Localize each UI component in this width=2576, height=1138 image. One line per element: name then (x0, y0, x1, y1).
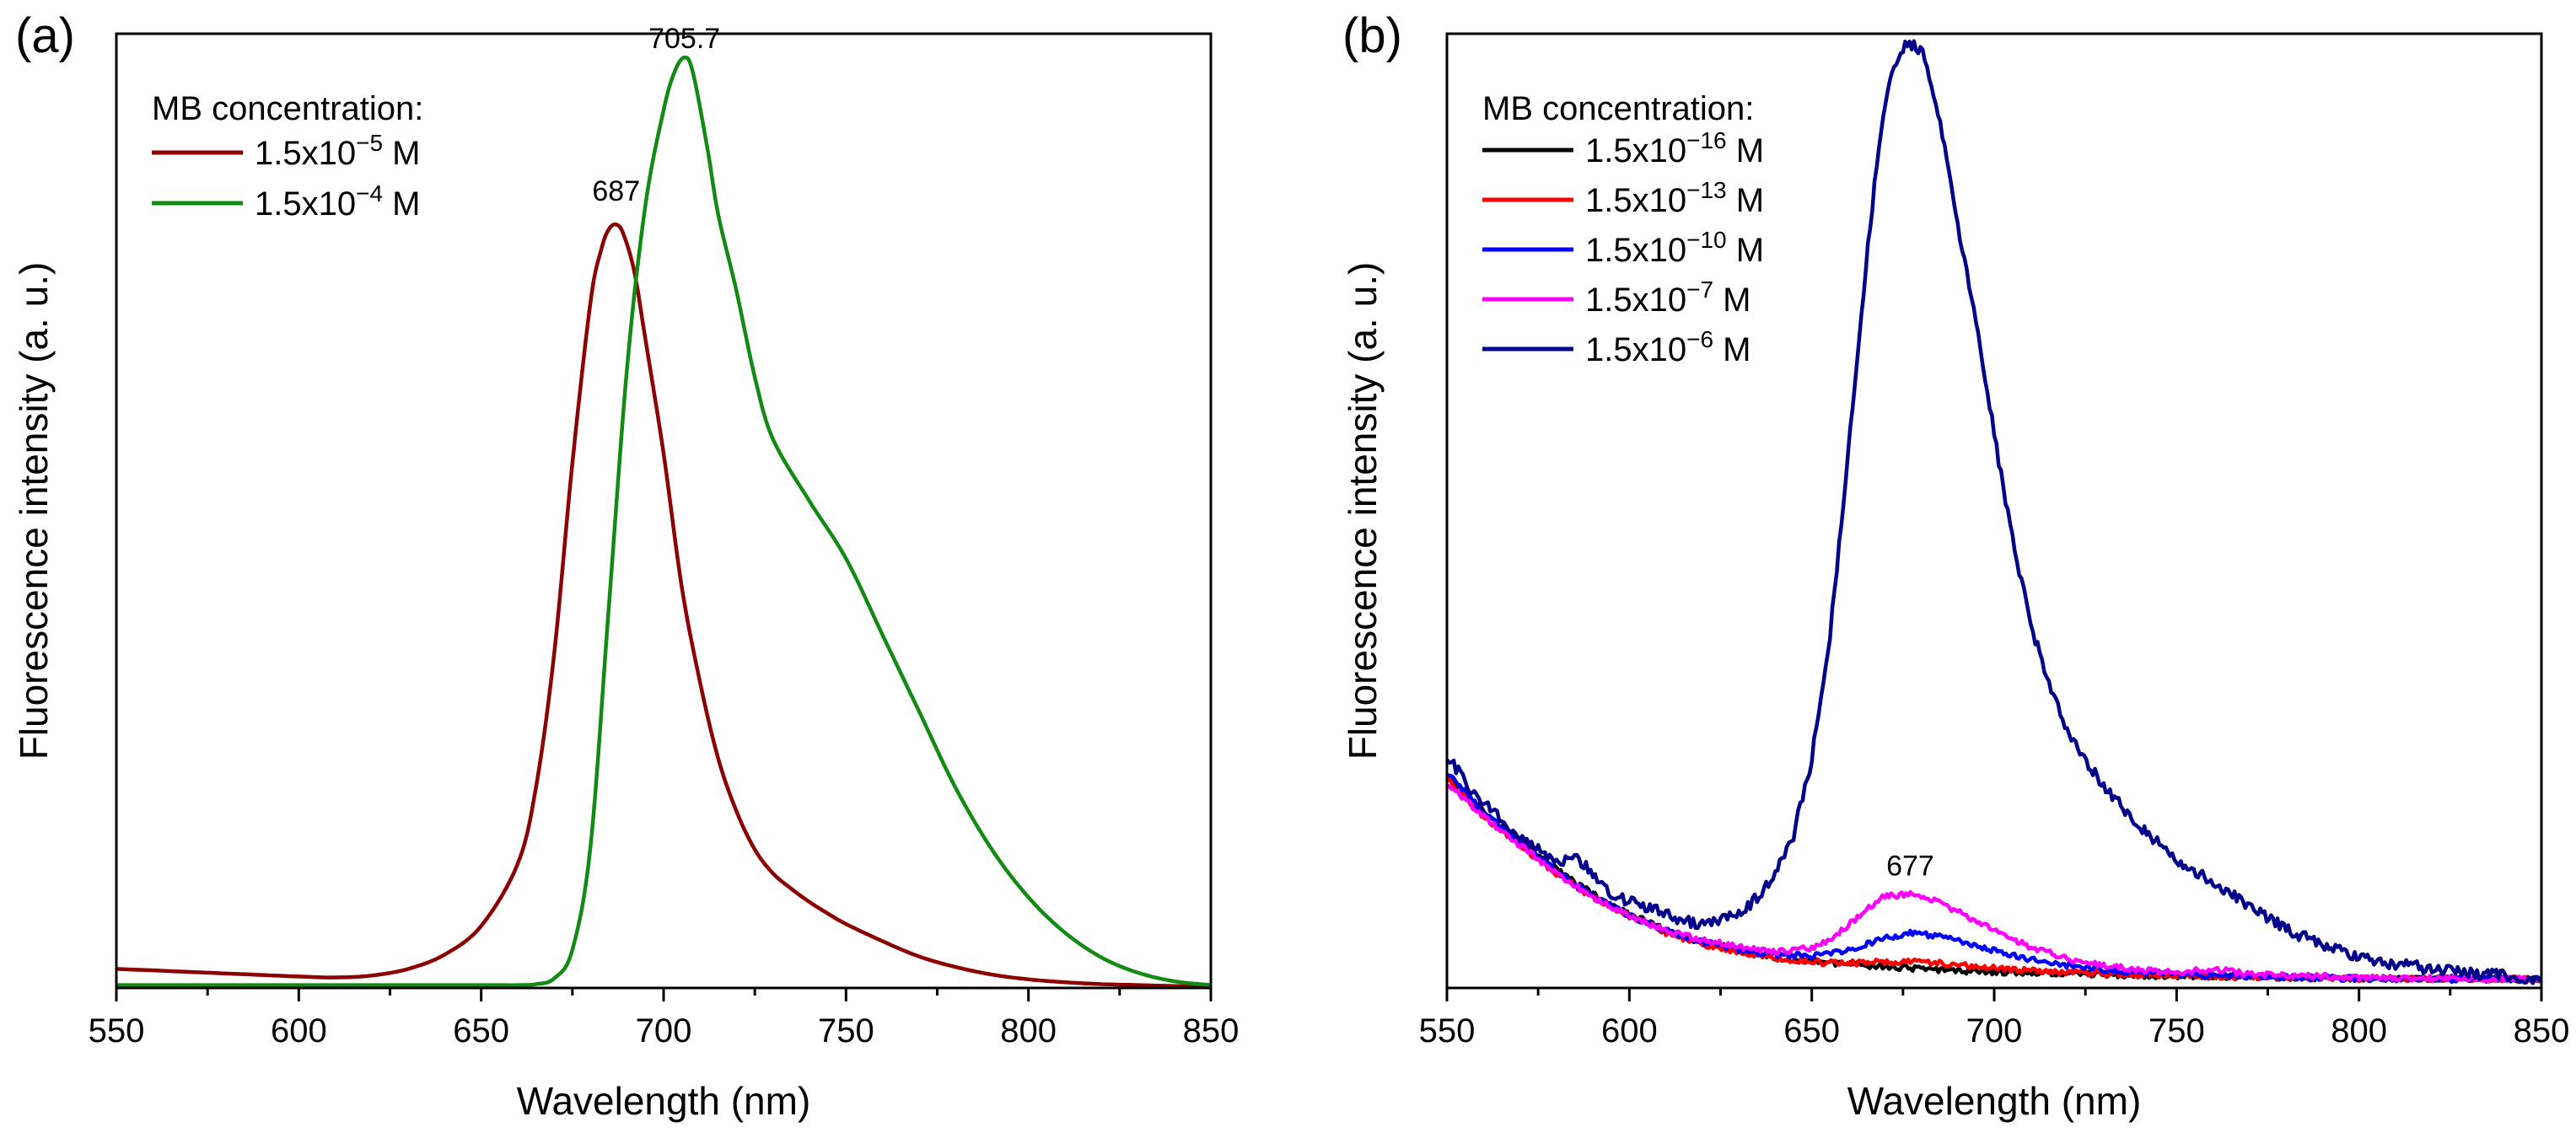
panel-a-y-axis-title: Fluorescence intensity (a. u.) (12, 262, 56, 760)
panel-b-legend-title: MB concentration: (1482, 90, 1754, 127)
panel-b-x-tick-label-650: 650 (1783, 1012, 1840, 1049)
panel-b-series-line-4 (1446, 783, 2542, 984)
panel-b-x-axis-title: Wavelength (nm) (1847, 1079, 2142, 1123)
panel-a-x-tick-label-850: 850 (1183, 1012, 1240, 1049)
panel-b-legend-label-2: 1.5x10−13 M (1585, 177, 1764, 219)
panel-b-x-tick-label-700: 700 (1966, 1012, 2023, 1049)
panel-a-x-tick-label-600: 600 (271, 1012, 327, 1049)
panel-a-x-tick-label-650: 650 (453, 1012, 509, 1049)
panel-a-legend-title: MB concentration: (152, 90, 423, 127)
panel-b-x-tick-label-550: 550 (1419, 1012, 1476, 1049)
panel-b-legend-label-5: 1.5x10−6 M (1585, 326, 1750, 368)
panel-b-peak-annotation-1: 677 (1886, 850, 1934, 882)
panel-a-x-tick-label-700: 700 (636, 1012, 692, 1049)
panel-a-series-line-1 (116, 222, 1212, 990)
panel-b-legend-label-1: 1.5x10−16 M (1585, 127, 1764, 169)
panel-a-peak-annotation-1: 687 (592, 175, 640, 207)
panel-b: (b) 550 600 650 700 750 800 850 Wavelength (nm… (1341, 8, 2569, 1123)
panel-b-x-tick-label-850: 850 (2514, 1012, 2570, 1049)
panel-b-x-tick-label-750: 750 (2148, 1012, 2205, 1049)
panel-a-peak-annotation-2: 705.7 (648, 23, 720, 55)
panel-a-x-tick-label-550: 550 (89, 1012, 145, 1049)
panel-a-x-tick-label-750: 750 (818, 1012, 874, 1049)
panel-b-legend-label-4: 1.5x10−7 M (1585, 276, 1750, 319)
panel-b-y-axis-title: Fluorescence intensity (a. u.) (1341, 262, 1385, 760)
panel-a-x-axis-title: Wavelength (nm) (517, 1079, 811, 1123)
panel-a-x-tick-label-800: 800 (1000, 1012, 1057, 1049)
panel-a-series-line-2 (116, 56, 1212, 987)
panel-a: (a) 550 600 650 700 750 800 850 Wavelength (nm… (12, 8, 1239, 1123)
panel-b-x-tick-label-600: 600 (1601, 1012, 1658, 1049)
panel-b-series-line-5 (1445, 39, 2543, 985)
panel-a-legend-label-2: 1.5x10−4 M (255, 180, 420, 223)
panel-b-x-tick-label-800: 800 (2331, 1012, 2387, 1049)
panel-b-legend-label-3: 1.5x10−10 M (1585, 227, 1764, 269)
panel-b-legend: MB concentration: 1.5x10−16 M 1.5x10−13 M… (1482, 90, 1764, 368)
panel-a-legend-label-1: 1.5x10−5 M (255, 130, 420, 172)
panel-a-label: (a) (15, 8, 75, 63)
panel-a-legend: MB concentration: 1.5x10−5 M 1.5x10−4 M (152, 90, 423, 223)
panel-b-label: (b) (1342, 8, 1402, 63)
